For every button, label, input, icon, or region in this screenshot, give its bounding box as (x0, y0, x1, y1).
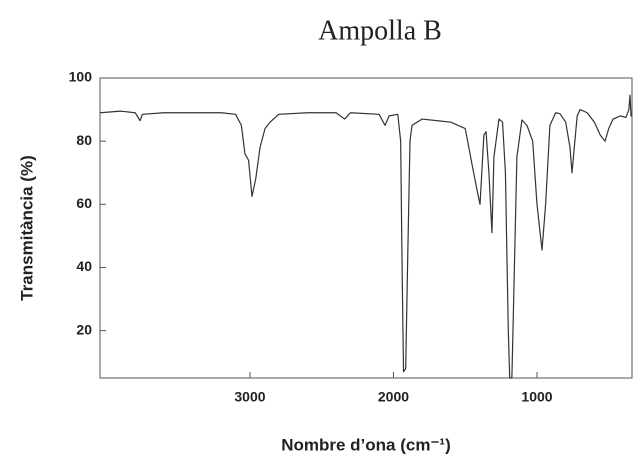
y-tick-label: 20 (76, 321, 92, 337)
y-axis-label: Transmitància (%) (17, 155, 36, 301)
x-tick-label: 2000 (378, 389, 409, 405)
spectrum-line (99, 94, 632, 379)
chart-title: Ampolla B (318, 15, 442, 46)
x-axis-label: Nombre d’ona (cm⁻¹) (281, 435, 451, 454)
x-tick-label: 1000 (521, 389, 552, 405)
y-tick-label: 80 (76, 132, 92, 148)
y-tick-label: 40 (76, 258, 92, 274)
plot-frame (99, 77, 633, 379)
y-tick-label: 100 (69, 69, 93, 85)
x-tick-label: 3000 (234, 389, 265, 405)
y-tick-label: 60 (76, 195, 92, 211)
